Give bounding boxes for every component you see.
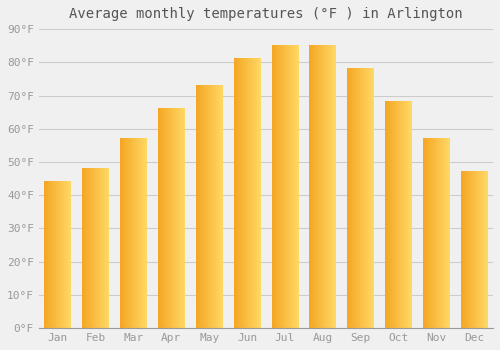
Title: Average monthly temperatures (°F ) in Arlington: Average monthly temperatures (°F ) in Ar… — [69, 7, 462, 21]
